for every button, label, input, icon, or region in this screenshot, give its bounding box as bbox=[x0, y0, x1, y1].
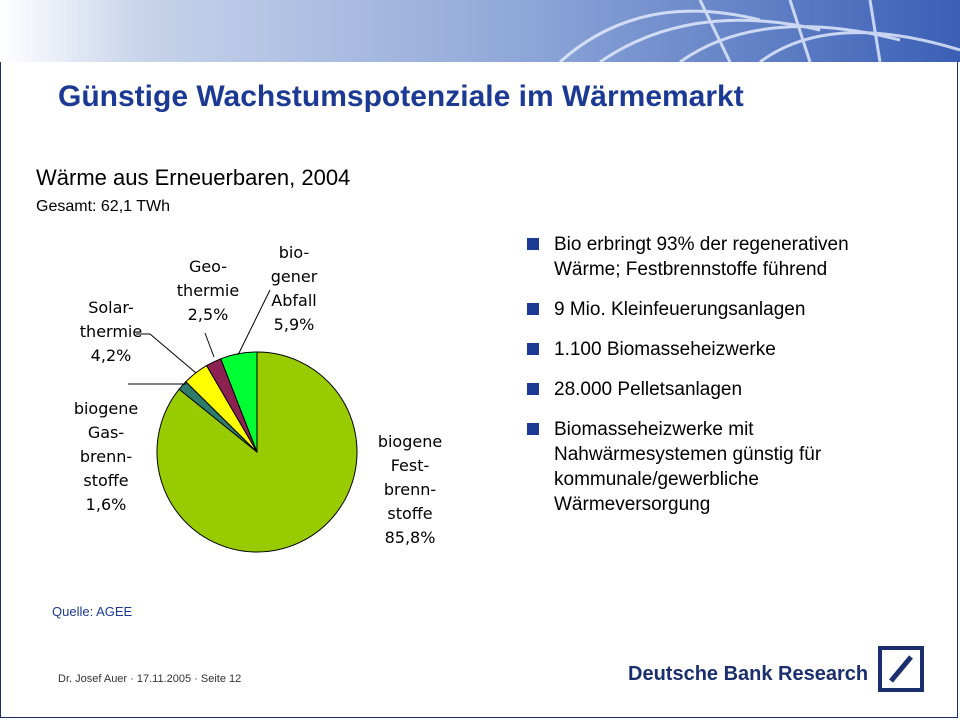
slice-category-label: Abfall bbox=[271, 291, 316, 310]
bullet-list: Bio erbringt 93% der regenerativen Wärme… bbox=[527, 232, 887, 532]
slice-category-label: stoffe bbox=[387, 504, 432, 523]
leader-line bbox=[136, 333, 197, 374]
deutsche-bank-logo-icon bbox=[878, 646, 924, 692]
slice-value-label: 85,8% bbox=[385, 528, 436, 547]
bullet-square-icon bbox=[527, 383, 539, 395]
bullet-item: 28.000 Pelletsanlagen bbox=[527, 377, 887, 402]
slice-category-label: brenn- bbox=[80, 447, 132, 466]
chart-subtitle: Gesamt: 62,1 TWh bbox=[36, 198, 170, 215]
bullet-item: Bio erbringt 93% der regenerativen Wärme… bbox=[527, 232, 887, 282]
slice-category-label: gener bbox=[271, 267, 318, 286]
slice-category-label: thermie bbox=[80, 322, 142, 341]
bullet-item: Biomasseheizwerke mit Nahwärmesystemen g… bbox=[527, 417, 887, 517]
slice-category-label: biogene bbox=[378, 432, 442, 451]
chart-title: Wärme aus Erneuerbaren, 2004 bbox=[36, 165, 351, 190]
slice-category-label: Fest- bbox=[391, 456, 430, 475]
leader-line bbox=[204, 332, 215, 358]
slice-value-label: 4,2% bbox=[91, 346, 132, 365]
slice-category-label: stoffe bbox=[83, 471, 128, 490]
slice-category-label: thermie bbox=[177, 281, 239, 300]
slice-value-label: 1,6% bbox=[86, 495, 127, 514]
bullet-text: 9 Mio. Kleinfeuerungsanlagen bbox=[554, 299, 806, 320]
bullet-square-icon bbox=[527, 303, 539, 315]
bullet-square-icon bbox=[527, 423, 539, 435]
page-title: Günstige Wachstumspotenziale im Wärmemar… bbox=[58, 80, 744, 113]
slice-category-label: brenn- bbox=[384, 480, 436, 499]
bullet-square-icon bbox=[527, 343, 539, 355]
source-note: Quelle: AGEE bbox=[52, 604, 133, 619]
bullet-text: 1.100 Biomasseheizwerke bbox=[554, 339, 776, 360]
bullet-item: 9 Mio. Kleinfeuerungsanlagen bbox=[527, 297, 887, 322]
slice-category-label: Geo- bbox=[189, 257, 227, 276]
bullet-text: 28.000 Pelletsanlagen bbox=[554, 379, 743, 400]
bullet-square-icon bbox=[527, 238, 539, 250]
slice-category-label: Solar- bbox=[88, 298, 134, 317]
footer-text: Dr. Josef Auer · 17.11.2005 · Seite 12 bbox=[58, 673, 242, 685]
slice-value-label: 2,5% bbox=[188, 305, 229, 324]
slice-category-label: bio- bbox=[279, 243, 309, 262]
header-banner bbox=[0, 0, 960, 62]
slice-category-label: Gas- bbox=[88, 423, 124, 442]
slice-category-label: biogene bbox=[74, 399, 138, 418]
bullet-item: 1.100 Biomasseheizwerke bbox=[527, 337, 887, 362]
brand-name: Deutsche Bank Research bbox=[628, 663, 869, 685]
leader-line bbox=[237, 289, 271, 356]
slice-value-label: 5,9% bbox=[274, 315, 315, 334]
bullet-text: Biomasseheizwerke mit Nahwärmesystemen g… bbox=[554, 419, 822, 515]
bullet-text: Bio erbringt 93% der regenerativen Wärme… bbox=[554, 234, 849, 280]
